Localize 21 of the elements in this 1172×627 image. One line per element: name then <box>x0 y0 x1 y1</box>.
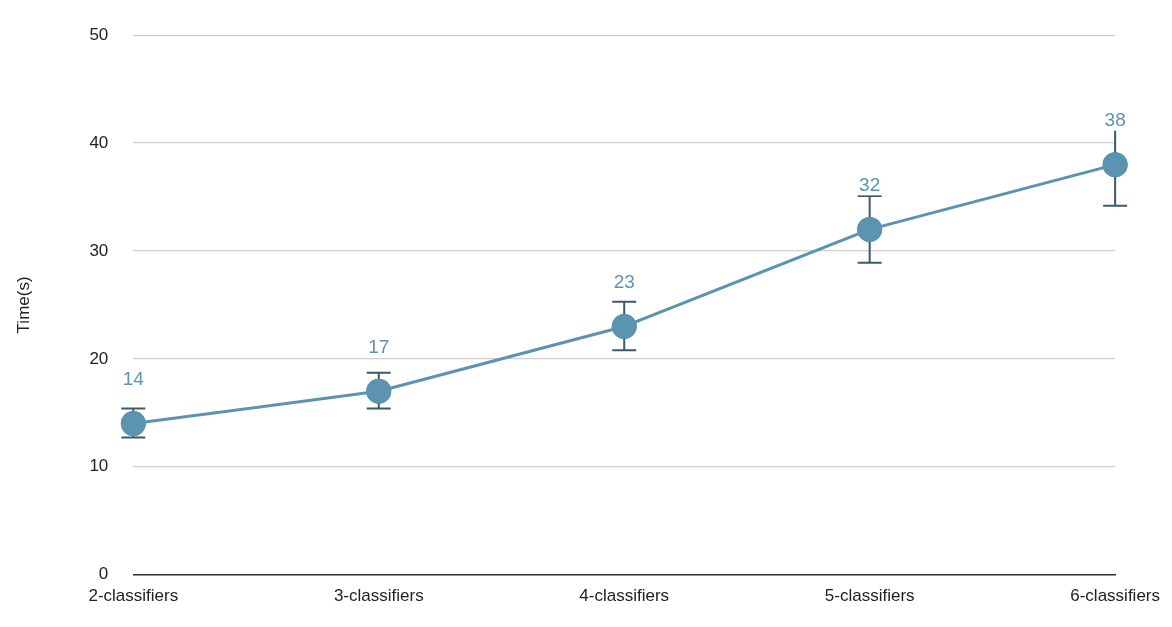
x-tick-label: 4-classifiers <box>579 586 670 606</box>
data-label: 14 <box>122 368 145 390</box>
point <box>1102 152 1128 178</box>
x-tick-label: 5-classifiers <box>824 586 915 606</box>
y-tick-label: 30 <box>89 240 109 260</box>
x-tick-label: 2-classifiers <box>88 586 179 606</box>
data-label: 32 <box>859 174 881 196</box>
point <box>611 313 637 339</box>
y-axis-title: Time(s) <box>13 276 33 334</box>
y-tick-label: 50 <box>89 24 109 44</box>
data-label: 23 <box>613 271 635 293</box>
point <box>366 378 392 404</box>
x-tick-label: 3-classifiers <box>333 586 424 606</box>
y-tick-label: 0 <box>98 564 109 584</box>
y-tick-label: 10 <box>89 456 109 476</box>
data-label: 38 <box>1104 109 1126 131</box>
x-tick-label: 6-classifiers <box>1070 586 1161 606</box>
point <box>857 216 883 242</box>
y-tick-label: 20 <box>89 348 109 368</box>
data-label: 17 <box>368 335 390 357</box>
y-tick-label: 40 <box>89 132 109 152</box>
